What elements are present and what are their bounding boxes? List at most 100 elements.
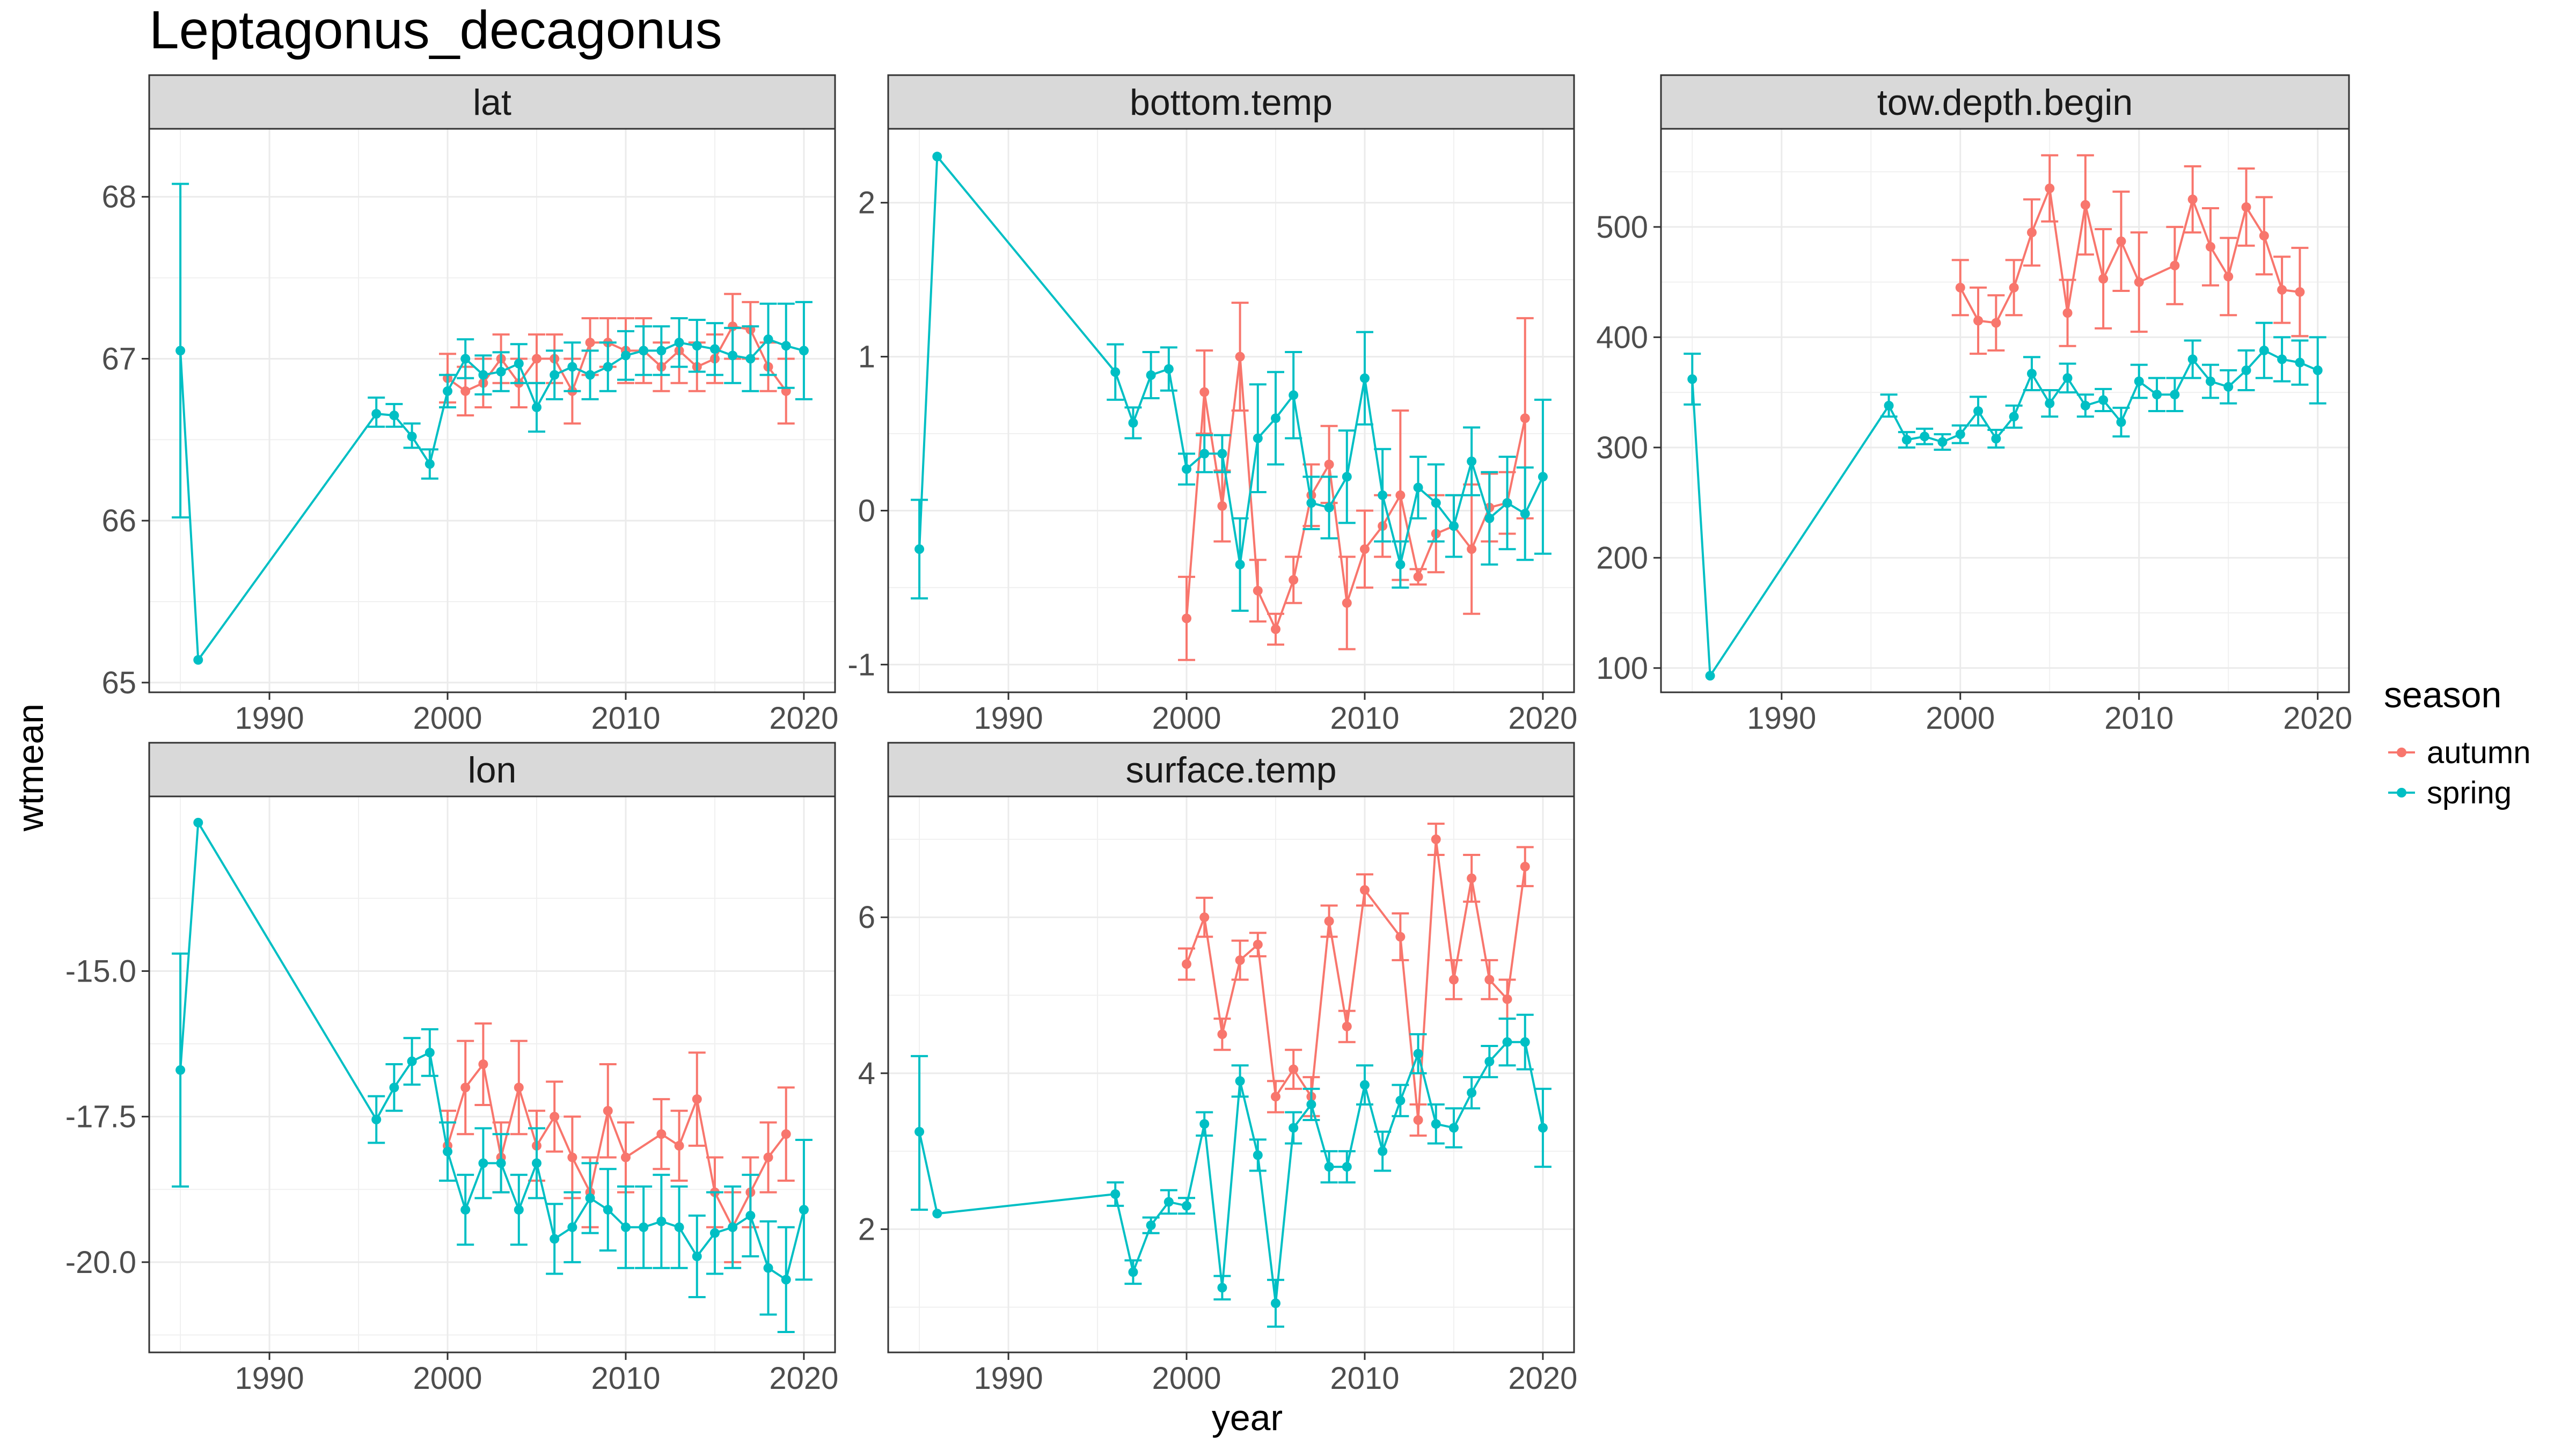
y-tick-label: 67: [101, 341, 136, 376]
data-point: [620, 350, 631, 361]
data-point: [1538, 1123, 1548, 1133]
y-tick-label: 65: [101, 665, 136, 700]
data-point: [1467, 456, 1477, 466]
y-tick-label: 200: [1596, 540, 1648, 575]
x-tick-label: 2000: [413, 701, 482, 736]
data-point: [478, 1059, 488, 1070]
data-point: [2170, 260, 2180, 270]
data-point: [371, 1115, 382, 1125]
data-point: [639, 1222, 649, 1232]
data-point: [1163, 1197, 1174, 1207]
legend-key-point-autumn: [2397, 748, 2406, 757]
data-point: [1413, 572, 1423, 582]
data-point: [1973, 406, 1984, 416]
data-point: [514, 358, 524, 369]
y-tick-label: 300: [1596, 430, 1648, 465]
strip-background: [1660, 74, 2350, 130]
data-point: [550, 1111, 560, 1122]
data-point: [460, 1205, 471, 1215]
x-tick-label: 2020: [769, 701, 838, 736]
data-point: [2134, 277, 2144, 287]
data-point: [1467, 1088, 1477, 1098]
data-point: [1920, 431, 1930, 442]
data-point: [1199, 387, 1210, 397]
data-point: [692, 341, 702, 351]
data-point: [603, 362, 613, 372]
x-tick-label: 2010: [1330, 701, 1399, 736]
data-point: [2295, 287, 2305, 297]
data-point: [478, 1158, 488, 1168]
panel-lon: lon 1990 2000 2010 2020 -20.0 -17.5 -15.0: [65, 742, 838, 1396]
data-point: [193, 655, 203, 665]
data-point: [1502, 498, 1512, 508]
strip-label: surface.temp: [1125, 750, 1336, 791]
x-tick-label: 2020: [769, 1361, 838, 1396]
data-point: [585, 370, 595, 380]
data-point: [496, 1158, 506, 1168]
data-point: [1217, 501, 1227, 511]
data-point: [2277, 354, 2287, 364]
data-point: [1448, 521, 1459, 531]
panel-background: [888, 129, 1574, 692]
data-point: [1253, 1150, 1263, 1160]
y-tick-label: 400: [1596, 320, 1648, 355]
data-point: [620, 1152, 631, 1162]
data-point: [567, 1222, 577, 1232]
data-point: [1448, 975, 1459, 985]
data-point: [692, 1252, 702, 1262]
data-point: [1467, 873, 1477, 883]
panel-background: [149, 796, 835, 1352]
data-point: [1342, 472, 1352, 482]
data-point: [656, 1216, 667, 1226]
data-point: [514, 1082, 524, 1093]
legend: season autumn spring: [2384, 675, 2530, 810]
y-tick-label: 68: [101, 180, 136, 215]
data-point: [514, 1205, 524, 1215]
data-point: [2187, 354, 2198, 364]
data-point: [407, 1056, 417, 1066]
data-point: [914, 544, 925, 554]
data-point: [1705, 671, 1715, 681]
data-point: [2205, 241, 2215, 252]
y-tick-label: -20.0: [65, 1245, 136, 1280]
data-point: [2170, 390, 2180, 400]
panel-border: [1660, 128, 2350, 693]
data-point: [1973, 316, 1984, 326]
data-point: [496, 367, 506, 377]
data-point: [1484, 1057, 1495, 1067]
panel-border: [148, 795, 836, 1353]
data-point: [585, 1193, 595, 1203]
data-point: [407, 431, 417, 442]
data-point: [478, 370, 488, 380]
data-point: [1520, 413, 1530, 423]
data-point: [2259, 346, 2269, 356]
data-point: [2080, 200, 2090, 210]
data-point: [1342, 1162, 1352, 1172]
y-tick-label: 66: [101, 503, 136, 538]
data-point: [1395, 559, 1406, 569]
data-point: [1359, 1080, 1370, 1090]
data-point: [932, 151, 942, 162]
data-point: [1901, 435, 1912, 445]
legend-label-autumn: autumn: [2427, 735, 2530, 770]
data-point: [1217, 449, 1227, 459]
data-point: [1306, 1099, 1316, 1109]
x-tick-label: 2000: [1152, 1361, 1221, 1396]
data-point: [1199, 1119, 1210, 1129]
data-point: [1217, 1029, 1227, 1040]
data-point: [1431, 834, 1441, 844]
data-point: [193, 817, 203, 828]
data-point: [1484, 975, 1495, 985]
data-point: [1253, 433, 1263, 443]
data-point: [1502, 994, 1512, 1004]
strip-label: tow.depth.begin: [1877, 82, 2133, 123]
series-spring: [911, 151, 1552, 612]
data-point: [2277, 285, 2287, 295]
y-tick-label: 2: [858, 186, 875, 221]
series-autumn: [1951, 154, 2309, 355]
data-point: [1235, 352, 1245, 362]
data-point: [1182, 464, 1192, 474]
data-point: [1182, 959, 1192, 969]
series-spring: [172, 182, 813, 665]
